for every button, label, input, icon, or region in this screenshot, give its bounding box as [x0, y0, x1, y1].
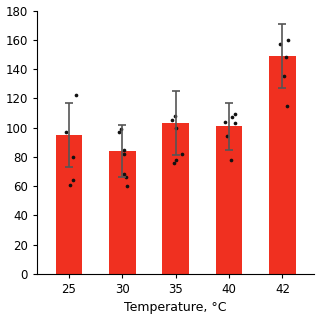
Point	[222, 119, 228, 124]
Point	[283, 55, 288, 60]
Point	[228, 157, 234, 162]
Bar	[56, 135, 82, 274]
Point	[70, 178, 76, 183]
Point	[67, 182, 72, 187]
Point	[233, 112, 238, 117]
Point	[173, 125, 178, 130]
X-axis label: Temperature, °C: Temperature, °C	[124, 301, 227, 315]
Point	[123, 175, 128, 180]
Point	[233, 121, 238, 126]
Point	[121, 172, 126, 177]
Point	[170, 118, 175, 123]
Bar	[269, 56, 296, 274]
Point	[71, 154, 76, 159]
Point	[229, 115, 234, 120]
Point	[116, 129, 121, 134]
Point	[179, 151, 184, 156]
Point	[277, 42, 282, 47]
Point	[124, 184, 130, 189]
Bar	[109, 151, 136, 274]
Point	[225, 134, 230, 139]
Point	[171, 160, 176, 165]
Point	[282, 74, 287, 79]
Point	[73, 93, 78, 98]
Point	[121, 147, 126, 152]
Point	[286, 37, 291, 42]
Point	[172, 113, 177, 118]
Point	[122, 151, 127, 156]
Point	[284, 103, 289, 108]
Bar	[162, 123, 189, 274]
Point	[174, 157, 179, 162]
Point	[118, 126, 124, 132]
Bar	[216, 126, 243, 274]
Point	[63, 129, 68, 134]
